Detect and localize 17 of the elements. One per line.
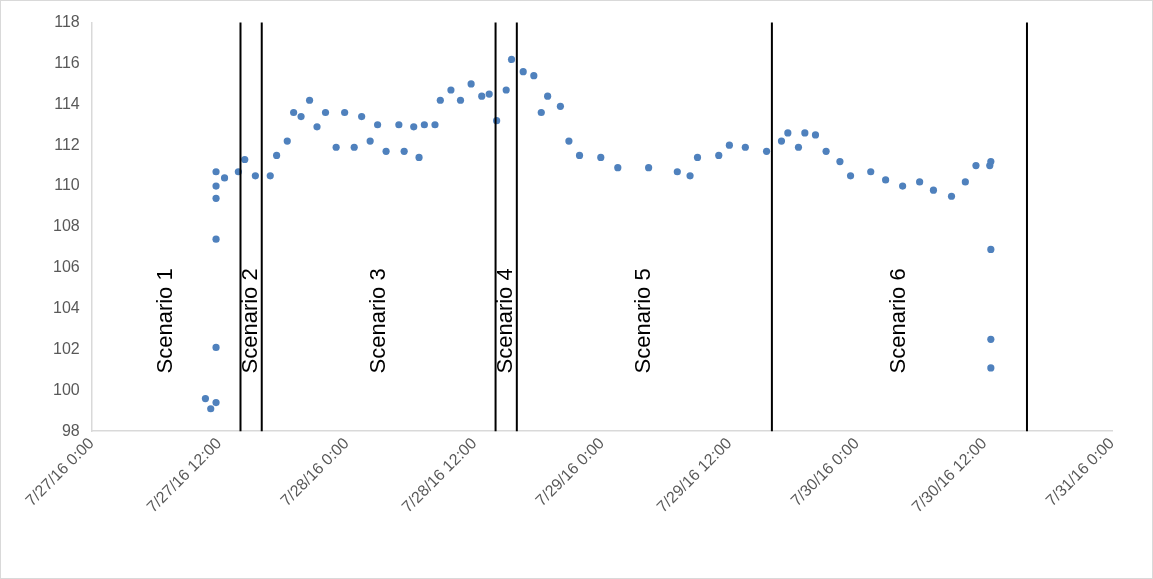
annotation: Scenario 3 [364,268,390,374]
annotation: Scenario 5 [630,268,656,374]
y-tick-label: 112 [54,135,80,153]
y-tick-label: 102 [52,339,80,357]
y-tick-label: 104 [52,299,80,317]
annotation: Scenario 4 [492,268,518,374]
annotation: Scenario 2 [237,268,263,374]
annotation: Scenario 1 [152,268,178,374]
y-tick-label: 116 [54,53,80,71]
y-tick-label: 98 [61,421,80,439]
y-tick-label: 100 [52,380,80,398]
y-tick-label: 108 [52,217,80,235]
y-tick-label: 114 [54,94,80,112]
y-tick-label: 118 [54,13,80,31]
y-tick-label: 106 [52,258,80,276]
annotation: Scenario 6 [885,268,911,374]
y-tick-label: 110 [54,176,80,194]
